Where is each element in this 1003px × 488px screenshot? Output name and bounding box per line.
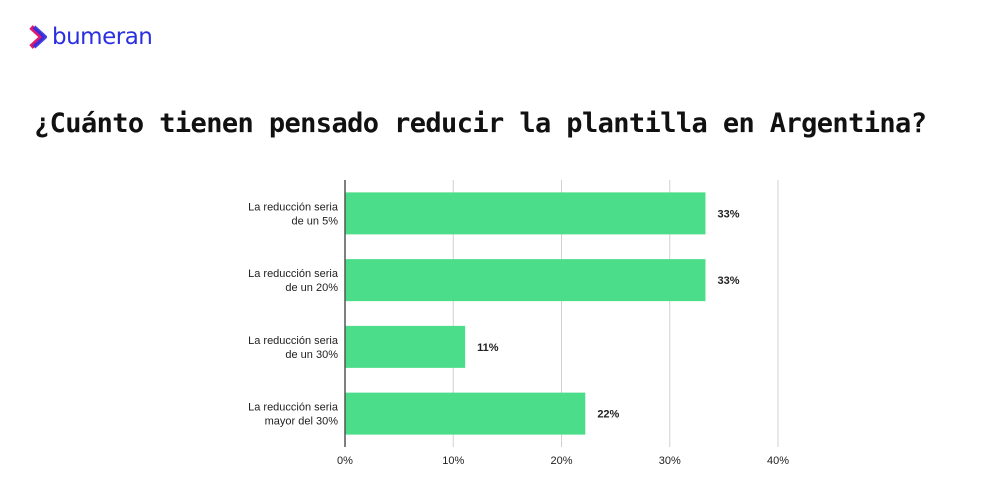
logo-text: bumeran: [52, 24, 153, 50]
chart-title: ¿Cuánto tienen pensado reducir la planti…: [34, 108, 927, 139]
category-label: La reducción seria de un 30%: [248, 335, 339, 361]
x-tick-label: 0%: [337, 455, 353, 467]
data-label: 22%: [597, 409, 619, 421]
x-tick-label: 40%: [767, 455, 789, 467]
bumeran-logo: bumeran: [28, 24, 153, 50]
chevron-logo-icon: [29, 25, 47, 49]
x-tick-label: 30%: [659, 455, 681, 467]
data-label: 33%: [717, 208, 739, 220]
bar: [345, 392, 586, 435]
data-label: 11%: [477, 342, 499, 354]
category-label: La reducción seria de un 5%: [248, 201, 339, 227]
bar: [345, 325, 466, 368]
bar: [345, 192, 706, 235]
data-label: 33%: [717, 275, 739, 287]
category-label: La reducción seria de un 20%: [248, 268, 339, 294]
category-label: La reducción seria mayor del 30%: [248, 402, 339, 428]
bar: [345, 259, 706, 302]
x-tick-label: 10%: [442, 455, 464, 467]
x-tick-label: 20%: [550, 455, 572, 467]
